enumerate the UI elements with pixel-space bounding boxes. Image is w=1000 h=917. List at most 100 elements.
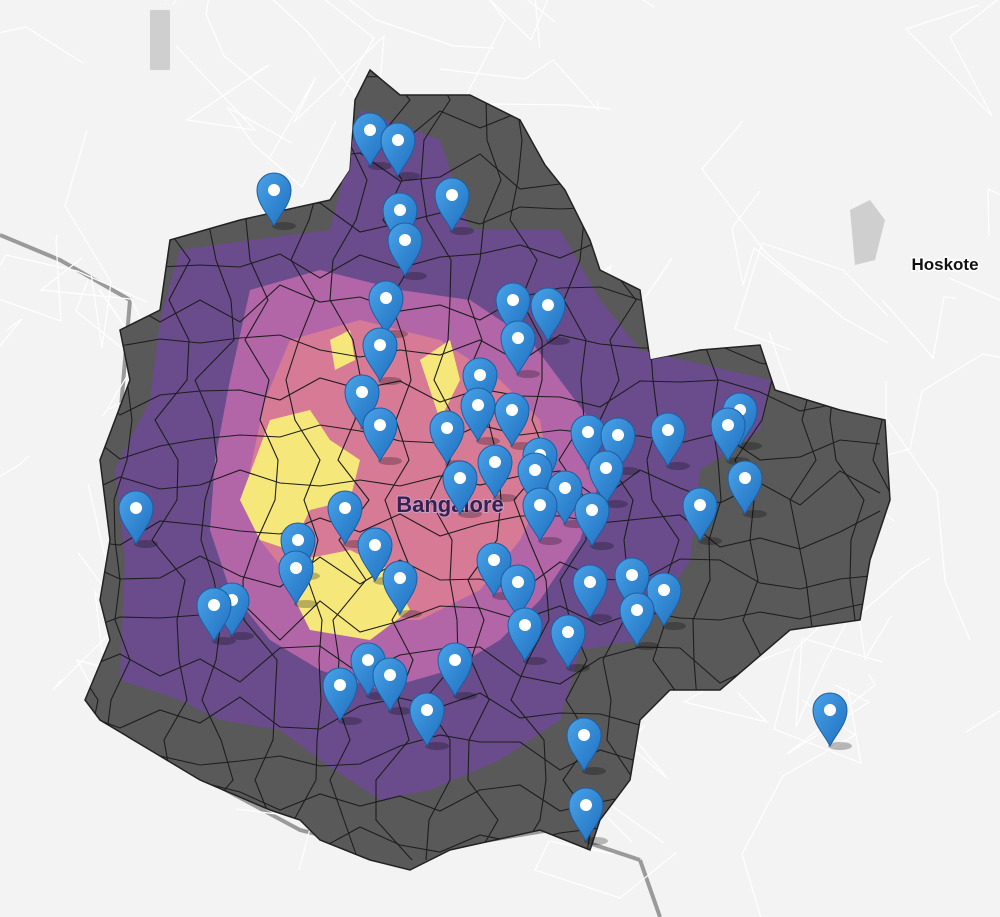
ward-line bbox=[85, 510, 881, 550]
map-marker[interactable] bbox=[530, 287, 570, 345]
ward-line bbox=[85, 377, 881, 416]
marker-pin bbox=[442, 460, 478, 516]
marker-dot bbox=[130, 502, 142, 514]
marker-pin bbox=[812, 692, 848, 748]
marker-dot bbox=[506, 404, 518, 416]
road bbox=[965, 710, 1000, 733]
road bbox=[534, 840, 678, 899]
map-marker[interactable] bbox=[118, 490, 158, 548]
marker-pin bbox=[682, 487, 718, 543]
map-marker[interactable] bbox=[550, 614, 590, 672]
marker-dot bbox=[739, 472, 751, 484]
map-marker[interactable] bbox=[278, 550, 318, 608]
marker-pin bbox=[380, 122, 416, 178]
marker-pin bbox=[477, 444, 513, 500]
map-marker[interactable] bbox=[507, 607, 547, 665]
road bbox=[534, 0, 541, 49]
road bbox=[324, 0, 375, 97]
road bbox=[855, 353, 1000, 464]
map-marker[interactable] bbox=[409, 692, 449, 750]
map-marker[interactable] bbox=[572, 564, 612, 622]
marker-dot bbox=[374, 339, 386, 351]
marker-shadow bbox=[458, 510, 482, 518]
marker-pin bbox=[368, 280, 404, 336]
marker-pin bbox=[530, 287, 566, 343]
marker-dot bbox=[519, 619, 531, 631]
marker-dot bbox=[208, 599, 220, 611]
marker-dot bbox=[662, 424, 674, 436]
marker-pin bbox=[460, 387, 496, 443]
marker-pin bbox=[437, 642, 473, 698]
marker-pin bbox=[614, 557, 650, 613]
marker-pin bbox=[570, 414, 606, 470]
marker-dot bbox=[600, 462, 612, 474]
marker-dot bbox=[512, 332, 524, 344]
road bbox=[773, 626, 862, 764]
map-marker[interactable] bbox=[619, 592, 659, 650]
marker-dot bbox=[586, 504, 598, 516]
marker-dot bbox=[380, 292, 392, 304]
marker-pin bbox=[550, 614, 586, 670]
marker-shadow bbox=[590, 542, 614, 550]
marker-dot bbox=[512, 576, 524, 588]
ward-line bbox=[85, 70, 100, 861]
map-marker[interactable] bbox=[322, 667, 362, 725]
marker-pin bbox=[322, 667, 358, 723]
marker-shadow bbox=[635, 642, 659, 650]
map-marker[interactable] bbox=[460, 387, 500, 445]
ward-line bbox=[464, 70, 502, 861]
map-marker[interactable] bbox=[477, 444, 517, 502]
map-marker[interactable] bbox=[588, 450, 628, 508]
marker-dot bbox=[334, 679, 346, 691]
map-marker[interactable] bbox=[442, 460, 482, 518]
marker-dot bbox=[542, 299, 554, 311]
ward-line bbox=[85, 334, 881, 370]
marker-shadow bbox=[396, 172, 420, 180]
marker-shadow bbox=[546, 337, 570, 345]
marker-pin bbox=[434, 177, 470, 233]
map-marker[interactable] bbox=[812, 692, 852, 750]
marker-dot bbox=[421, 704, 433, 716]
map-marker[interactable] bbox=[372, 657, 412, 715]
marker-dot bbox=[694, 499, 706, 511]
map-marker[interactable] bbox=[522, 487, 562, 545]
marker-shadow bbox=[230, 632, 254, 640]
marker-pin bbox=[196, 587, 232, 643]
road bbox=[269, 34, 385, 158]
marker-shadow bbox=[388, 707, 412, 715]
marker-pin bbox=[710, 407, 746, 463]
marker-shadow bbox=[368, 162, 392, 170]
map-marker[interactable] bbox=[566, 717, 606, 775]
map-marker[interactable] bbox=[682, 487, 722, 545]
map-marker[interactable] bbox=[380, 122, 420, 180]
map-marker[interactable] bbox=[437, 642, 477, 700]
marker-shadow bbox=[666, 462, 690, 470]
map-marker[interactable] bbox=[387, 222, 427, 280]
road bbox=[226, 106, 337, 188]
map-marker[interactable] bbox=[382, 560, 422, 618]
marker-pin bbox=[619, 592, 655, 648]
map-marker[interactable] bbox=[727, 460, 767, 518]
marker-pin bbox=[522, 487, 558, 543]
marker-shadow bbox=[403, 272, 427, 280]
marker-pin bbox=[568, 787, 604, 843]
map-marker[interactable] bbox=[362, 407, 402, 465]
marker-dot bbox=[474, 369, 486, 381]
map-marker[interactable] bbox=[568, 787, 608, 845]
road bbox=[164, 0, 166, 2]
map-marker[interactable] bbox=[362, 327, 402, 385]
marker-pin bbox=[650, 412, 686, 468]
road bbox=[858, 557, 931, 661]
map-marker[interactable] bbox=[434, 177, 474, 235]
marker-dot bbox=[612, 429, 624, 441]
marker-pin bbox=[327, 490, 363, 546]
road bbox=[795, 604, 883, 728]
map-marker[interactable] bbox=[500, 320, 540, 378]
map-marker[interactable] bbox=[256, 172, 296, 230]
road bbox=[175, 45, 270, 131]
map-marker[interactable] bbox=[196, 587, 236, 645]
map-marker[interactable] bbox=[574, 492, 614, 550]
map-marker[interactable] bbox=[650, 412, 690, 470]
road bbox=[682, 648, 791, 724]
marker-dot bbox=[339, 502, 351, 514]
